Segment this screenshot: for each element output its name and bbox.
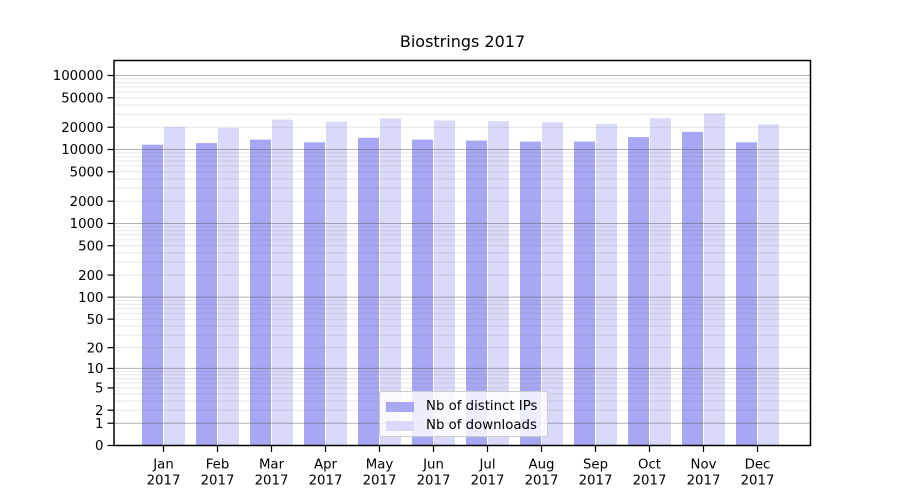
x-tick-label-year: 2017 bbox=[741, 474, 775, 489]
bar-distinct-ips-dec bbox=[736, 142, 757, 446]
bar-distinct-ips-jan bbox=[142, 144, 163, 446]
bar-downloads-aug bbox=[542, 122, 563, 446]
x-tick-label-year: 2017 bbox=[579, 474, 613, 489]
y-tick-label: 0 bbox=[95, 439, 103, 454]
plot-border bbox=[113, 59, 812, 447]
bar-distinct-ips-may bbox=[358, 137, 379, 446]
legend-swatch-distinct-ips bbox=[386, 401, 414, 412]
bar-distinct-ips-jun bbox=[412, 139, 433, 446]
x-tick-label-year: 2017 bbox=[525, 474, 559, 489]
bar-downloads-mar bbox=[272, 119, 293, 446]
bar-downloads-oct bbox=[650, 118, 671, 446]
x-tick-label-month: Aug bbox=[529, 458, 555, 473]
y-tick-label: 200 bbox=[78, 269, 103, 284]
chart-title: Biostrings 2017 bbox=[399, 32, 526, 51]
y-tick-label: 2 bbox=[95, 404, 103, 419]
bar-downloads-nov bbox=[704, 113, 725, 446]
x-tick-label-year: 2017 bbox=[147, 474, 181, 489]
bar-distinct-ips-feb bbox=[196, 143, 217, 446]
x-tick-label-year: 2017 bbox=[201, 474, 235, 489]
x-tick-label-month: Jul bbox=[478, 458, 495, 473]
y-tick-label: 10000 bbox=[61, 143, 103, 158]
y-tick-label: 50 bbox=[87, 313, 104, 328]
x-tick-label-month: Dec bbox=[745, 458, 771, 473]
legend: Nb of distinct IPs Nb of downloads bbox=[379, 391, 548, 437]
y-tick-label: 2000 bbox=[70, 195, 104, 210]
bar-distinct-ips-mar bbox=[250, 139, 271, 446]
y-tick-label: 100 bbox=[78, 291, 103, 306]
y-tick-label: 5 bbox=[95, 382, 103, 397]
bar-downloads-sep bbox=[596, 123, 617, 446]
x-tick-label-year: 2017 bbox=[687, 474, 721, 489]
x-tick-label-year: 2017 bbox=[363, 474, 397, 489]
bar-downloads-feb bbox=[218, 127, 239, 446]
x-tick-label-month: May bbox=[366, 458, 394, 473]
bar-distinct-ips-sep bbox=[574, 141, 595, 446]
bar-downloads-dec bbox=[758, 124, 779, 446]
bar-downloads-apr bbox=[326, 121, 347, 446]
y-tick-label: 20 bbox=[87, 341, 104, 356]
bar-downloads-jan bbox=[164, 126, 185, 446]
y-tick-label: 5000 bbox=[70, 165, 104, 180]
x-tick-label-month: Jun bbox=[422, 458, 444, 473]
bar-distinct-ips-apr bbox=[304, 142, 325, 446]
x-tick-label-year: 2017 bbox=[417, 474, 451, 489]
legend-swatch-downloads bbox=[386, 420, 414, 431]
y-tick-label: 1 bbox=[95, 417, 103, 432]
legend-item-downloads: Nb of downloads bbox=[386, 416, 547, 435]
bar-distinct-ips-jul bbox=[466, 140, 487, 446]
legend-item-distinct-ips: Nb of distinct IPs bbox=[386, 397, 547, 416]
x-tick-label-month: Mar bbox=[259, 458, 285, 473]
x-tick-label-year: 2017 bbox=[309, 474, 343, 489]
x-tick-label-month: Apr bbox=[314, 458, 338, 473]
y-tick-label: 20000 bbox=[61, 121, 103, 136]
x-tick-label-month: Nov bbox=[691, 458, 717, 473]
x-tick-label-year: 2017 bbox=[255, 474, 289, 489]
bar-distinct-ips-nov bbox=[682, 131, 703, 446]
y-tick-label: 100000 bbox=[53, 69, 104, 84]
y-tick-label: 500 bbox=[78, 239, 103, 254]
bar-downloads-may bbox=[380, 118, 401, 446]
x-tick-label-month: Oct bbox=[638, 458, 661, 473]
legend-label-distinct-ips: Nb of distinct IPs bbox=[426, 398, 538, 414]
bar-distinct-ips-oct bbox=[628, 137, 649, 446]
x-tick-label-month: Jan bbox=[152, 458, 174, 473]
y-tick-label: 10 bbox=[87, 362, 104, 377]
x-tick-label-year: 2017 bbox=[633, 474, 667, 489]
x-tick-label-year: 2017 bbox=[471, 474, 505, 489]
legend-label-downloads: Nb of downloads bbox=[426, 417, 537, 433]
x-tick-label-month: Feb bbox=[206, 458, 230, 473]
y-tick-label: 50000 bbox=[61, 91, 103, 106]
bar-downloads-jun bbox=[434, 120, 455, 446]
x-tick-label-month: Sep bbox=[583, 458, 608, 473]
y-tick-label: 1000 bbox=[70, 217, 104, 232]
bar-distinct-ips-aug bbox=[520, 141, 541, 446]
bar-downloads-jul bbox=[488, 121, 509, 446]
